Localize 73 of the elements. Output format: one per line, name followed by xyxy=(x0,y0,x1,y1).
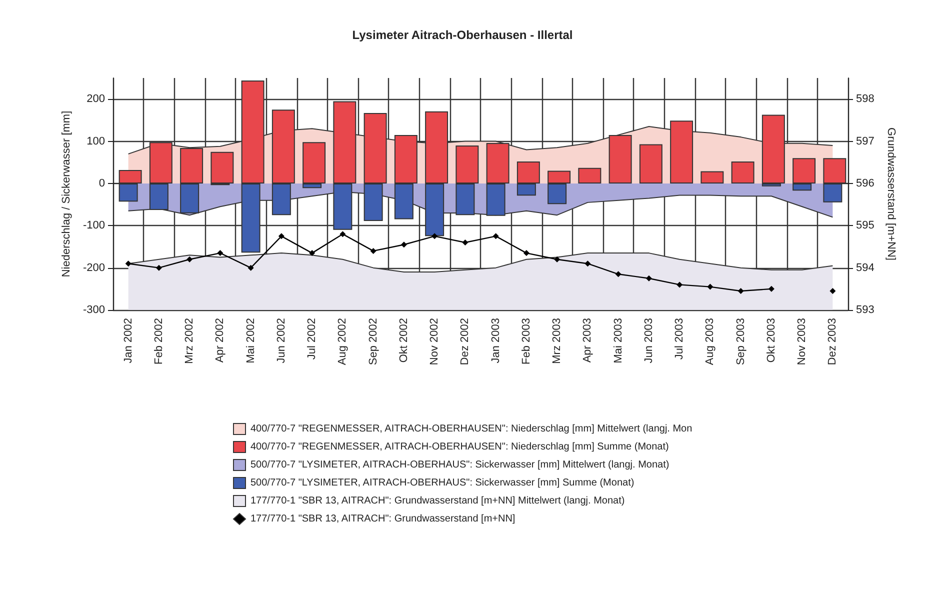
chart-title: Lysimeter Aitrach-Oberhausen - Illertal xyxy=(352,28,573,42)
x-tick-label: Okt 2002 xyxy=(398,318,410,363)
legend-label: 500/770-7 "LYSIMETER, AITRACH-OBERHAUS": Sickerwasser [mm] Summe (Monat) xyxy=(250,478,634,488)
y-tick-label: -100 xyxy=(82,220,105,232)
y-tick-label: -200 xyxy=(82,262,105,274)
point xyxy=(156,264,162,271)
legend-label: 177/770-1 "SBR 13, AITRACH": Grundwasserstand [m+NN] xyxy=(250,514,516,524)
y-tick-label: -300 xyxy=(82,304,105,316)
bar xyxy=(731,162,754,184)
point xyxy=(523,250,530,256)
x-tick-label: Dez 2002 xyxy=(459,318,472,366)
x-tick-label: Apr 2003 xyxy=(582,318,594,363)
legend-label: 177/770-1 "SBR 13, AITRACH": Grundwasserstand [m+NN] Mittelwert (langj. Monat) xyxy=(250,496,625,506)
legend-label: 500/770-7 "LYSIMETER, AITRACH-OBERHAUS": Sickerwasser [mm] Mittelwert (langj. Monat) xyxy=(250,460,670,470)
x-tick-label: Nov 2002 xyxy=(428,318,441,366)
point xyxy=(707,284,714,290)
point xyxy=(492,233,499,240)
y-tick-label: 0 xyxy=(98,177,105,190)
point xyxy=(309,250,316,256)
bar xyxy=(210,152,234,184)
y2-tick-label: 596 xyxy=(856,177,874,190)
y2-tick-label: 594 xyxy=(856,262,874,274)
point xyxy=(646,275,652,282)
bar xyxy=(578,168,602,184)
x-tick-label: Feb 2003 xyxy=(520,318,532,364)
point xyxy=(278,233,284,240)
y2-axis-title: Grundwasserstand [m+NN] xyxy=(884,128,897,260)
x-tick-label: Sep 2003 xyxy=(734,318,747,366)
y-axis-title: Niederschlag / Sickerwasser [mm] xyxy=(60,110,73,278)
point xyxy=(830,288,836,294)
point xyxy=(768,286,774,292)
point xyxy=(676,282,683,288)
x-tick-label: Aug 2002 xyxy=(336,318,349,366)
y-tick-label: 200 xyxy=(86,93,105,106)
x-tick-label: Apr 2002 xyxy=(214,318,226,363)
x-tick-label: Mai 2002 xyxy=(244,318,257,364)
x-tick-label: Mrz 2002 xyxy=(184,318,196,364)
point xyxy=(125,260,132,267)
x-tick-label: Feb 2002 xyxy=(152,318,165,364)
legend-label: 400/770-7 "REGENMESSER, AITRACH-OBERHAUSEN": Niederschlag [mm] Mittelwert (langj. Mon xyxy=(250,424,692,434)
point xyxy=(432,233,438,240)
bar xyxy=(700,171,724,184)
point xyxy=(217,250,224,256)
x-tick-label: Jun 2003 xyxy=(642,318,655,364)
y2-tick-label: 598 xyxy=(856,93,874,106)
point xyxy=(248,264,254,271)
y2-tick-label: 593 xyxy=(856,304,874,316)
x-tick-label: Nov 2003 xyxy=(796,318,808,366)
point xyxy=(370,248,376,254)
x-tick-label: Dez 2003 xyxy=(826,318,839,366)
x-tick-label: Jan 2002 xyxy=(122,318,134,364)
point xyxy=(615,271,622,278)
point xyxy=(584,260,591,267)
bar xyxy=(639,144,662,184)
point xyxy=(340,231,346,238)
x-tick-label: Sep 2002 xyxy=(367,318,380,366)
x-tick-label: Okt 2003 xyxy=(765,318,778,363)
x-tick-label: Jun 2002 xyxy=(275,318,288,364)
point xyxy=(186,256,193,262)
x-tick-label: Jan 2003 xyxy=(490,318,502,364)
y-tick-label: 100 xyxy=(86,135,105,148)
y2-tick-label: 597 xyxy=(856,135,874,148)
y2-tick-label: 595 xyxy=(856,220,874,232)
x-tick-label: Mrz 2003 xyxy=(551,318,564,364)
x-tick-label: Jul 2002 xyxy=(306,318,318,360)
x-tick-label: Jul 2003 xyxy=(674,318,686,360)
legend-label: 400/770-7 "REGENMESSER, AITRACH-OBERHAUSEN": Niederschlag [mm] Summe (Monat) xyxy=(250,442,669,452)
point xyxy=(554,256,560,262)
point xyxy=(400,242,407,248)
x-tick-label: Mai 2003 xyxy=(612,318,624,364)
point xyxy=(462,240,468,246)
x-tick-label: Aug 2003 xyxy=(704,318,716,366)
point xyxy=(738,288,744,294)
